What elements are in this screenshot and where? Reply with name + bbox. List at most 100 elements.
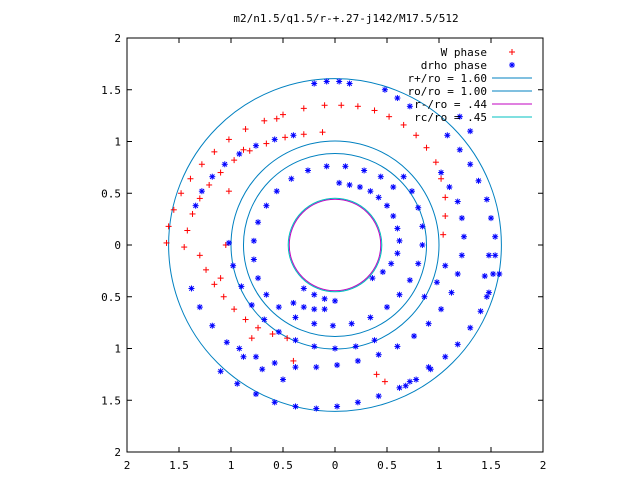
star-d2 — [209, 323, 215, 329]
drho-phase-point — [454, 198, 461, 205]
drho-phase-point — [394, 95, 401, 102]
drho-phase-point — [396, 237, 403, 244]
drho-phase-point — [481, 273, 488, 280]
drho-phase-point — [238, 283, 245, 290]
drho-phase-point — [275, 304, 282, 311]
chart-title: m2/n1.5/q1.5/r-+.27-j142/M17.5/512 — [233, 12, 458, 25]
drho-phase-point — [384, 304, 390, 311]
star-d2 — [459, 252, 465, 258]
star-d2 — [426, 321, 432, 327]
drho-phase-point — [311, 343, 318, 350]
star-d2 — [347, 80, 353, 87]
star-d2 — [409, 188, 415, 194]
w-phase-point — [373, 371, 380, 378]
star-d2 — [446, 184, 452, 190]
w-phase-point — [269, 331, 276, 338]
y-tick-label: 1 — [114, 343, 121, 356]
drho-phase-point — [292, 337, 299, 344]
x-tick-labels: 2 1.5 1 0.5 0 0.5 1 1.5 2 — [124, 459, 547, 472]
w-phase-point — [203, 266, 210, 273]
star-d2 — [311, 292, 317, 298]
drho-phase-point — [323, 78, 330, 85]
w-phase-point — [196, 252, 203, 259]
star-d2 — [361, 167, 367, 174]
drho-phase-point — [456, 146, 463, 153]
star-d2 — [434, 279, 440, 285]
star-d2 — [288, 176, 294, 182]
star-d2 — [448, 290, 455, 296]
star-d2 — [236, 151, 242, 157]
star-d2 — [419, 242, 425, 248]
legend-label: ro/ro = 1.00 — [408, 85, 487, 98]
drho-phase-point — [332, 297, 338, 304]
star-d2 — [324, 78, 330, 85]
drho-phase-point — [408, 188, 415, 195]
w-phase-point — [178, 190, 185, 197]
star-d2 — [382, 87, 388, 93]
star-d2 — [236, 345, 242, 352]
w-phase-point — [413, 132, 420, 139]
star-d2 — [490, 271, 496, 277]
star-d2 — [478, 308, 484, 314]
star-d2 — [226, 240, 232, 246]
drho-phase-point — [419, 242, 426, 248]
drho-phase-point — [375, 351, 382, 358]
star-d2 — [253, 354, 259, 360]
drho-phase-point — [379, 268, 386, 275]
y-tick-label: 0.5 — [101, 291, 121, 304]
star-d2 — [492, 252, 498, 258]
star-d2 — [251, 238, 257, 244]
drho-phase-point — [271, 359, 278, 366]
w-phase-point — [354, 103, 361, 110]
drho-phase-point — [261, 316, 268, 323]
drho-phase-point — [454, 270, 461, 277]
star-d2 — [332, 298, 338, 304]
drho-phase-point — [198, 188, 205, 195]
star-d2 — [290, 300, 296, 306]
drho-phase-point — [217, 368, 224, 375]
drho-phase-point — [415, 204, 422, 211]
star-d2 — [209, 174, 215, 180]
drho-phase-point — [311, 291, 318, 298]
drho-phase-point — [234, 380, 241, 387]
drho-phase-point — [371, 337, 378, 344]
star-d2 — [292, 314, 299, 321]
drho-phase-point — [292, 314, 299, 321]
w-phase-point — [386, 113, 393, 120]
drho-phase-point — [255, 219, 262, 226]
drho-phase-point — [458, 215, 465, 222]
star-d2 — [484, 294, 490, 300]
drho-phase-point — [413, 376, 420, 383]
drho-phase-point — [280, 376, 286, 383]
star-d2 — [332, 345, 338, 352]
w-phase-point — [198, 161, 205, 168]
star-d2 — [324, 163, 330, 169]
star-d2 — [357, 184, 363, 190]
star-d2 — [415, 261, 421, 267]
star-d2 — [388, 261, 394, 267]
legend-label: r+/ro = 1.60 — [408, 72, 487, 85]
star-d2 — [292, 403, 299, 410]
star-d2 — [371, 337, 378, 343]
star-d2 — [253, 391, 259, 397]
drho-phase-point — [290, 132, 297, 139]
drho-phase-point — [425, 320, 432, 327]
drho-phase-point — [250, 237, 257, 244]
drho-phase-point — [477, 308, 484, 315]
star-d2 — [488, 215, 494, 221]
star-d2 — [272, 360, 278, 366]
star-d2 — [197, 304, 203, 310]
w-phase-point — [248, 335, 255, 342]
drho-phase-point — [263, 202, 270, 209]
w-phase-point — [163, 239, 170, 246]
y-tick-label: 1.5 — [101, 84, 121, 97]
drho-phase-point — [271, 136, 278, 143]
legend-label: W phase — [441, 46, 487, 59]
drho-phase-point — [252, 391, 259, 398]
drho-phase-point — [394, 250, 401, 257]
drho-phase-point — [300, 285, 307, 292]
drho-phase-point — [390, 213, 397, 220]
drho-phase-point — [400, 173, 407, 180]
w-phase-point — [225, 188, 232, 195]
